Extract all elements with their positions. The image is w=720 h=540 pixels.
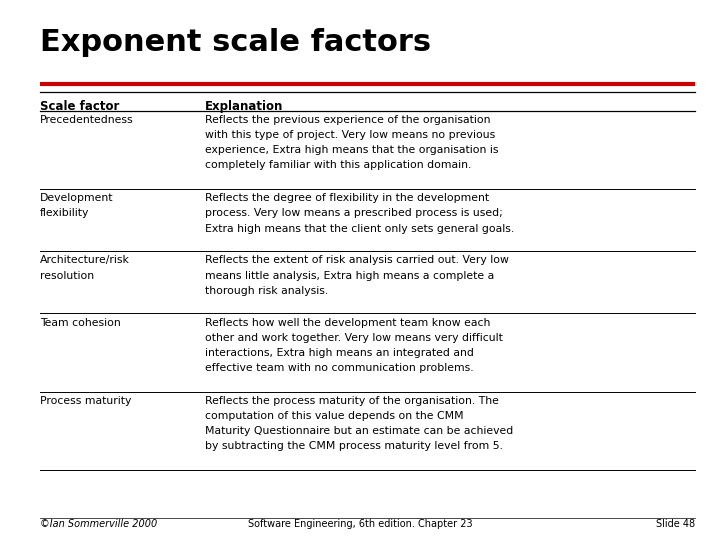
Text: experience, Extra high means that the organisation is: experience, Extra high means that the or… bbox=[205, 145, 499, 156]
Text: computation of this value depends on the CMM: computation of this value depends on the… bbox=[205, 411, 464, 421]
Text: Development: Development bbox=[40, 193, 113, 204]
Text: Team cohesion: Team cohesion bbox=[40, 318, 120, 328]
Text: flexibility: flexibility bbox=[40, 208, 89, 219]
Text: Reflects the extent of risk analysis carried out. Very low: Reflects the extent of risk analysis car… bbox=[205, 255, 509, 266]
Text: Precedentedness: Precedentedness bbox=[40, 115, 133, 125]
Text: interactions, Extra high means an integrated and: interactions, Extra high means an integr… bbox=[205, 348, 474, 358]
Text: process. Very low means a prescribed process is used;: process. Very low means a prescribed pro… bbox=[205, 208, 503, 219]
Text: Reflects the previous experience of the organisation: Reflects the previous experience of the … bbox=[205, 115, 491, 125]
Text: Extra high means that the client only sets general goals.: Extra high means that the client only se… bbox=[205, 224, 515, 234]
Text: Maturity Questionnaire but an estimate can be achieved: Maturity Questionnaire but an estimate c… bbox=[205, 426, 513, 436]
Text: completely familiar with this application domain.: completely familiar with this applicatio… bbox=[205, 160, 472, 171]
Text: Process maturity: Process maturity bbox=[40, 396, 131, 406]
Text: Exponent scale factors: Exponent scale factors bbox=[40, 28, 431, 57]
Text: Software Engineering, 6th edition. Chapter 23: Software Engineering, 6th edition. Chapt… bbox=[248, 519, 472, 529]
Text: Reflects how well the development team know each: Reflects how well the development team k… bbox=[205, 318, 490, 328]
Text: effective team with no communication problems.: effective team with no communication pro… bbox=[205, 363, 474, 373]
Text: Scale factor: Scale factor bbox=[40, 100, 119, 113]
Text: ©Ian Sommerville 2000: ©Ian Sommerville 2000 bbox=[40, 519, 157, 529]
Text: with this type of project. Very low means no previous: with this type of project. Very low mean… bbox=[205, 130, 495, 140]
Text: Architecture/risk: Architecture/risk bbox=[40, 255, 130, 266]
Text: means little analysis, Extra high means a complete a: means little analysis, Extra high means … bbox=[205, 271, 495, 281]
Text: Explanation: Explanation bbox=[205, 100, 284, 113]
Text: thorough risk analysis.: thorough risk analysis. bbox=[205, 286, 328, 296]
Text: Reflects the degree of flexibility in the development: Reflects the degree of flexibility in th… bbox=[205, 193, 490, 204]
Text: by subtracting the CMM process maturity level from 5.: by subtracting the CMM process maturity … bbox=[205, 441, 503, 451]
Text: Reflects the process maturity of the organisation. The: Reflects the process maturity of the org… bbox=[205, 396, 499, 406]
Text: other and work together. Very low means very difficult: other and work together. Very low means … bbox=[205, 333, 503, 343]
Text: Slide 48: Slide 48 bbox=[656, 519, 695, 529]
Text: resolution: resolution bbox=[40, 271, 94, 281]
